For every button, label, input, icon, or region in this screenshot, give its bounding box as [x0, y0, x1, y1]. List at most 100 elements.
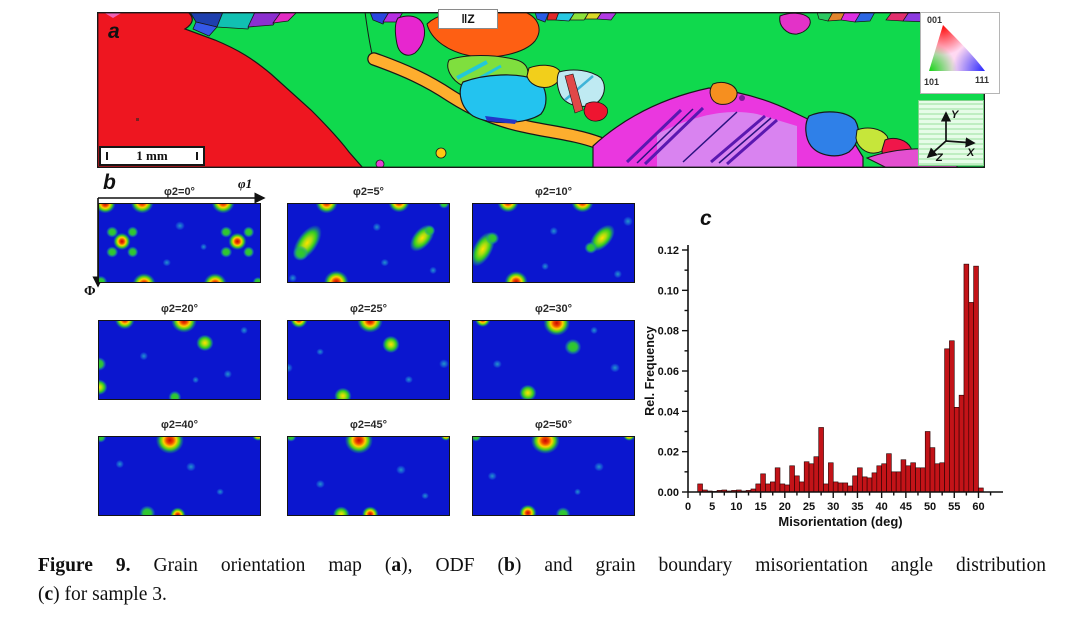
histogram-bar: [958, 394, 965, 493]
histogram-text: 55: [948, 501, 960, 513]
odf-intensity-spot: [528, 437, 563, 458]
histogram-bar: [697, 483, 703, 493]
odf-intensity-spot: [315, 347, 326, 357]
histogram-bar: [895, 471, 902, 493]
histogram-text: 50: [924, 501, 936, 513]
panel-c-label: c: [700, 207, 712, 230]
histogram-text: 15: [754, 501, 766, 513]
histogram-text: 0.10: [658, 285, 679, 297]
histogram-bar: [886, 453, 892, 493]
odf-intensity-spot: [562, 336, 584, 357]
odf-intensity-spot: [222, 368, 234, 380]
histogram-svg: 0.00 0.02 0.04 0.06 0.08 0.10 0.12 0 5 10 15 20 25 30…: [643, 245, 1003, 529]
odf-intensity-spot: [419, 490, 430, 501]
histogram-bar: [852, 475, 858, 493]
histogram-bar: [770, 481, 776, 493]
histogram-bar: [774, 467, 781, 493]
odf-intensity-spot: [241, 244, 257, 259]
histogram-bar: [828, 462, 834, 493]
histogram-text: 0.02: [658, 447, 679, 459]
odf-intensity-spot: [495, 204, 522, 215]
odf-panel: [287, 203, 450, 283]
odf-intensity-spot: [621, 214, 634, 228]
odf-section-label: φ2=25°: [349, 303, 388, 315]
scale-bar: 1 mm: [99, 146, 205, 166]
histogram-bar: [857, 467, 863, 493]
red-grain: [97, 12, 364, 168]
small-grains-topleft: [189, 12, 404, 37]
odf-section-label: φ2=50°: [534, 419, 573, 431]
odf-intensity-spot: [403, 374, 415, 385]
histogram-text: 20: [779, 501, 791, 513]
histogram-bar: [910, 462, 916, 493]
ipf-label-101: 101: [924, 77, 939, 87]
ipf-color-triangle-legend: 001 101 111: [920, 12, 1000, 94]
odf-intensity-spot: [360, 504, 380, 515]
histogram-bar: [949, 340, 955, 493]
odf-panel: [472, 203, 635, 283]
odf-intensity-spot: [99, 378, 109, 397]
odf-intensity-spot: [201, 270, 229, 282]
histogram-bar: [963, 263, 970, 493]
odf-intensity-spot: [166, 389, 183, 399]
histogram-bar: [924, 431, 931, 493]
ipf-label-001: 001: [927, 15, 942, 25]
odf-intensity-spot: [612, 268, 624, 280]
histogram-text: 5: [709, 501, 715, 513]
histogram-bar: [832, 481, 839, 493]
histogram-bar: [794, 475, 800, 493]
z-direction-text: ‖Z: [461, 12, 475, 26]
ipf-label-111: 111: [975, 75, 989, 85]
caption-line: Figure 9. Grain orientation map (a), ODF…: [38, 555, 1046, 576]
odf-intensity-spot: [125, 225, 141, 240]
odf-intensity-spot: [428, 265, 438, 275]
odf-intensity-spot: [190, 374, 201, 385]
odf-intensity-spot: [99, 204, 118, 216]
histogram-bar: [934, 463, 941, 493]
odf-intensity-spot: [218, 225, 234, 240]
odf-intensity-spot: [540, 261, 551, 272]
odf-intensity-spot: [473, 437, 483, 444]
histogram-bar: [803, 461, 810, 493]
misorientation-histogram: 0.00 0.02 0.04 0.06 0.08 0.10 0.12 0 5 10 15 20 25 30…: [640, 212, 1060, 530]
histogram-bar: [881, 463, 887, 493]
histogram-text: 0.12: [658, 245, 679, 257]
histogram-text: 35: [851, 501, 863, 513]
odf-intensity-spot: [288, 321, 310, 330]
blue-grain: [805, 111, 859, 157]
histogram-bar: [900, 459, 907, 493]
odf-intensity-spot: [554, 505, 573, 515]
odf-intensity-spot: [437, 204, 449, 211]
odf-intensity-spot: [491, 358, 503, 370]
odf-intensity-spot: [473, 321, 493, 329]
odf-intensity-spot: [198, 242, 209, 252]
odf-intensity-spot: [138, 350, 150, 362]
histogram-bar: [861, 476, 868, 493]
odf-panel: [287, 436, 450, 516]
caption-line: (c) for sample 3.: [38, 584, 167, 605]
histogram-bar: [784, 484, 790, 493]
odf-intensity-spot: [168, 321, 200, 336]
odf-section-label: φ2=20°: [160, 303, 199, 315]
odf-panel: [472, 436, 635, 516]
odf-intensity-spot: [354, 321, 386, 336]
odf-intensity-spot: [608, 361, 622, 374]
odf-intensity-spot: [99, 355, 108, 373]
odf-intensity-spot: [621, 437, 634, 443]
odf-intensity-spot: [194, 332, 216, 353]
histogram-bar: [818, 427, 824, 493]
histogram-bar: [837, 482, 844, 493]
histogram-bar: [891, 471, 897, 493]
odf-intensity-spot: [168, 505, 188, 515]
odf-intensity-spot: [104, 244, 120, 259]
odf-intensity-spot: [588, 325, 599, 335]
odf-intensity-spot: [332, 385, 354, 399]
odf-panel: [472, 320, 635, 400]
odf-intensity-spot: [321, 268, 351, 282]
axis-label-x: X: [966, 147, 975, 159]
histogram-text: 60: [972, 501, 984, 513]
histogram-bar: [765, 483, 771, 493]
odf-intensity-spot: [209, 204, 237, 216]
axis-label-z: Z: [935, 152, 944, 164]
panel-b-label: b: [103, 171, 116, 194]
